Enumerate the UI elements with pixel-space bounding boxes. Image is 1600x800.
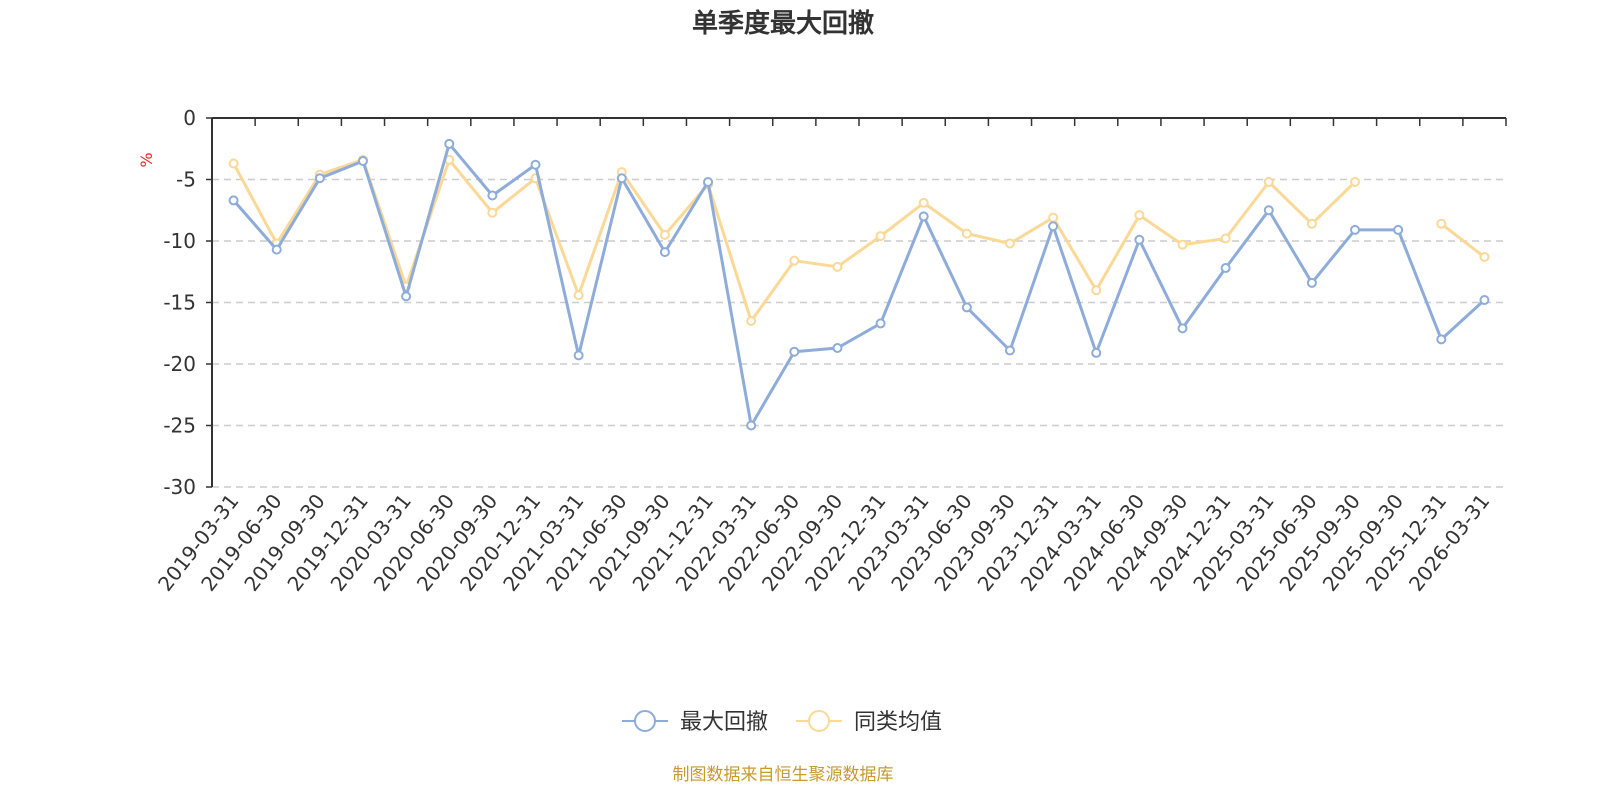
- legend: 最大回撤 同类均值: [622, 710, 942, 735]
- series-1-point-20: [1091, 285, 1102, 296]
- series-0: [228, 138, 1490, 431]
- series-1-point-13: [789, 255, 800, 266]
- series-0-point-11: [703, 176, 714, 187]
- legend-marker-peer-average: [808, 710, 830, 732]
- series-0-point-7: [530, 159, 541, 170]
- series-0-point-22: [1177, 323, 1188, 334]
- series-0-point-25: [1306, 277, 1317, 288]
- series-0-point-3: [357, 156, 368, 167]
- axes: [206, 117, 1507, 488]
- series-0-point-8: [573, 350, 584, 361]
- series-1-point-25: [1306, 218, 1317, 229]
- series-1-point-19: [1048, 212, 1059, 223]
- legend-item-peer-average[interactable]: 同类均值: [796, 710, 942, 735]
- series-0-point-26: [1350, 224, 1361, 235]
- series-1-point-12: [746, 315, 757, 326]
- series-0-point-28: [1436, 334, 1447, 345]
- y-tick-label-5: -25: [163, 414, 196, 438]
- series-0-point-27: [1393, 224, 1404, 235]
- series-1-point-21: [1134, 210, 1145, 221]
- series-1-point-29: [1479, 251, 1490, 262]
- series-1-point-17: [961, 228, 972, 239]
- series-1-point-22: [1177, 239, 1188, 250]
- series-0-point-10: [659, 247, 670, 258]
- y-tick-label-3: -15: [163, 291, 196, 315]
- series-0-point-16: [918, 211, 929, 222]
- series-0-point-21: [1134, 234, 1145, 245]
- series-0-point-13: [789, 346, 800, 357]
- series-0-point-19: [1048, 221, 1059, 232]
- series-1-point-10: [659, 229, 670, 240]
- series-1-point-6: [487, 207, 498, 218]
- series-0-point-5: [444, 138, 455, 149]
- y-tick-label-1: -5: [176, 168, 196, 192]
- series-1-point-15: [875, 231, 886, 242]
- series-1-point-0: [228, 158, 239, 169]
- y-tick-label-6: -30: [163, 475, 196, 499]
- chart-title: 单季度最大回撤: [692, 8, 874, 39]
- series-1-point-14: [832, 261, 843, 272]
- series-layer: [228, 138, 1490, 431]
- series-1-point-8: [573, 290, 584, 301]
- series-0-point-9: [616, 173, 627, 184]
- series-0-point-29: [1479, 295, 1490, 306]
- series-0-point-15: [875, 318, 886, 329]
- series-1-line-1: [1440, 222, 1486, 259]
- series-1-point-16: [918, 197, 929, 208]
- series-0-point-24: [1263, 205, 1274, 216]
- x-tick-labels: 2019-03-312019-06-302019-09-302019-12-31…: [153, 489, 1494, 595]
- series-0-point-1: [271, 244, 282, 255]
- y-axis-unit: %: [137, 152, 156, 167]
- y-tick-labels: 0 -5 -10 -15 -20 -25 -30: [163, 106, 196, 499]
- series-1-point-24: [1263, 176, 1274, 187]
- series-0-point-18: [1004, 345, 1015, 356]
- series-0-point-4: [401, 291, 412, 302]
- source-note: 制图数据来自恒生聚源数据库: [673, 765, 894, 785]
- series-0-point-14: [832, 343, 843, 354]
- series-0-point-6: [487, 190, 498, 201]
- legend-label-peer-average: 同类均值: [854, 710, 942, 735]
- series-0-line-0: [232, 142, 1486, 427]
- legend-marker-max-drawdown: [634, 710, 656, 732]
- series-1-point-26: [1350, 176, 1361, 187]
- series-0-point-12: [746, 420, 757, 431]
- series-0-point-2: [314, 173, 325, 184]
- series-1-point-18: [1004, 238, 1015, 249]
- legend-item-max-drawdown[interactable]: 最大回撤: [622, 710, 768, 735]
- series-0-point-0: [228, 195, 239, 206]
- series-0-point-20: [1091, 347, 1102, 358]
- y-tick-label-2: -10: [163, 229, 196, 253]
- y-tick-label-0: 0: [183, 106, 196, 130]
- y-tick-label-4: -20: [163, 352, 196, 376]
- series-1-point-23: [1220, 233, 1231, 244]
- series-1-point-28: [1436, 218, 1447, 229]
- series-0-point-17: [961, 302, 972, 313]
- series-0-point-23: [1220, 263, 1231, 274]
- legend-label-max-drawdown: 最大回撤: [680, 710, 768, 735]
